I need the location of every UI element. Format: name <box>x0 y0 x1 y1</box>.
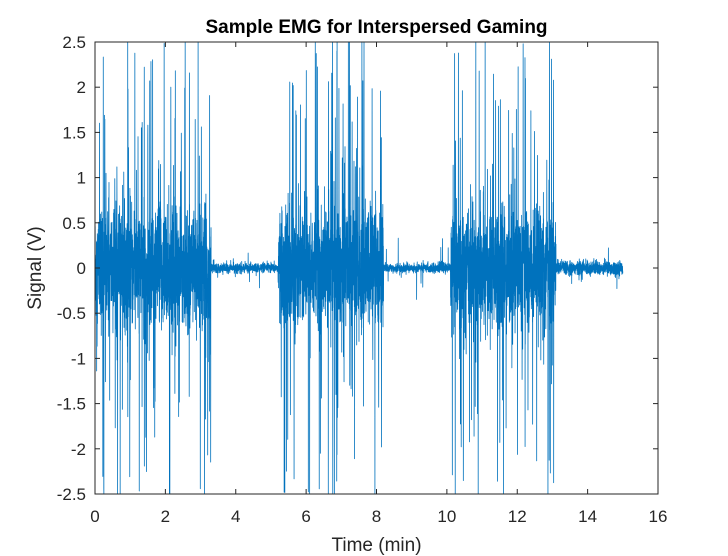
x-tick-label: 4 <box>231 507 240 526</box>
x-tick-label: 0 <box>90 507 99 526</box>
y-tick-label: -2 <box>71 440 86 459</box>
x-axis-label: Time (min) <box>331 535 421 556</box>
y-tick-label: 2.5 <box>62 33 86 52</box>
y-axis-label: Signal (V) <box>25 226 46 309</box>
y-tick-label: -2.5 <box>57 485 86 504</box>
x-tick-label: 16 <box>649 507 668 526</box>
y-tick-label: -1.5 <box>57 395 86 414</box>
y-tick-label: 2 <box>77 78 86 97</box>
y-tick-label: 0.5 <box>62 214 86 233</box>
y-tick-label: 0 <box>77 259 86 278</box>
y-tick-label: 1 <box>77 169 86 188</box>
y-tick-label: -1 <box>71 349 86 368</box>
x-tick-label: 12 <box>508 507 527 526</box>
axis-ticks: 0 2 4 6 8 10 12 14 16 2.5 2 1.5 1 0.5 0 -0.5 -1 -1.5 -2 -2.… <box>57 33 668 526</box>
x-tick-label: 10 <box>437 507 456 526</box>
x-tick-label: 6 <box>301 507 310 526</box>
signal-trace <box>94 41 624 495</box>
chart-title: Sample EMG for Interspersed Gaming <box>205 17 547 38</box>
x-tick-label: 2 <box>161 507 170 526</box>
y-tick-label: 1.5 <box>62 123 86 142</box>
x-tick-label: 14 <box>578 507 597 526</box>
y-tick-label: -0.5 <box>57 304 86 323</box>
x-tick-label: 8 <box>372 507 381 526</box>
emg-signal-line <box>94 41 624 495</box>
